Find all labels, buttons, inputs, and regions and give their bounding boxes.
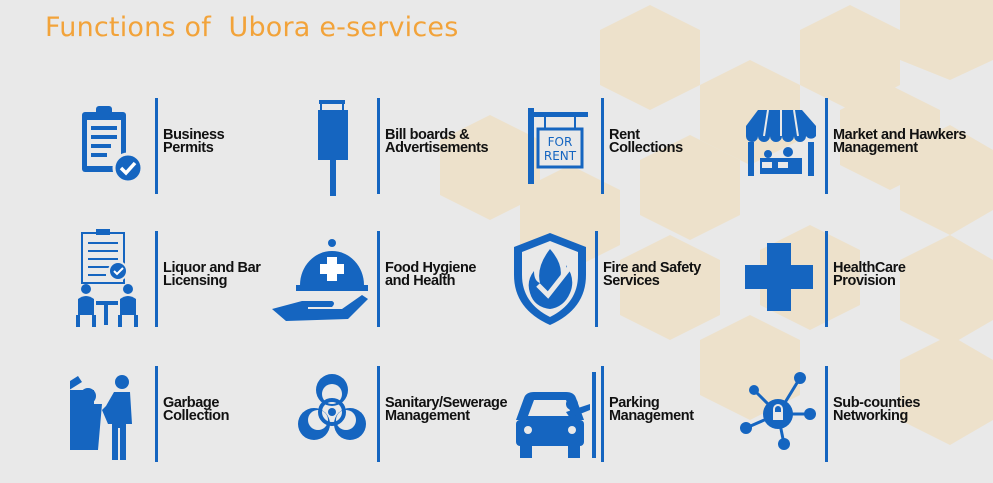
market-stall-icon [740,96,820,196]
service-item: Business Permits [70,96,295,196]
service-item: Parking Management [516,364,741,464]
service-label: HealthCare Provision [833,260,906,289]
service-item: Sub-counties Networking [740,364,965,464]
service-label: Sub-counties Networking [833,395,921,424]
divider [825,231,828,327]
service-label: Liquor and Bar Licensing [163,260,261,289]
divider [377,366,380,462]
parking-car-icon [516,364,596,464]
service-item: Bill boards & Advertisements [292,96,517,196]
service-item: FOR RENT Rent Collections [516,96,741,196]
service-item: HealthCare Provision [740,229,965,329]
service-item: Garbage Collection [44,364,295,464]
divider [595,231,598,327]
service-label: Garbage Collection [163,395,230,424]
service-label: Business Permits [163,127,225,156]
divider [825,366,828,462]
clipboard-check-icon [70,96,150,196]
sign-text-for: FOR [548,135,573,149]
divider [155,366,158,462]
divider [377,98,380,194]
divider [601,98,604,194]
service-label: Sanitary/Sewerage Management [385,395,508,424]
service-label: Parking Management [609,395,694,424]
fire-shield-icon [510,229,590,329]
garbage-bin-person-icon [44,364,150,464]
service-item: Fire and Safety Services [510,229,735,329]
service-item: Food Hygiene and Health [272,229,497,329]
service-item: Liquor and Bar Licensing [70,229,295,329]
food-cloche-icon [272,229,372,329]
divider [155,231,158,327]
divider [377,231,380,327]
service-label: Market and Hawkers Management [833,127,967,156]
sign-text-rent: RENT [544,149,577,163]
for-rent-sign-icon: FOR RENT [516,96,596,196]
billboard-icon [292,96,372,196]
page-title: Functions of Ubora e-services [45,12,459,43]
service-label: Food Hygiene and Health [385,260,477,289]
service-label: Rent Collections [609,127,683,156]
service-item: Sanitary/Sewerage Management [292,364,517,464]
meeting-document-icon [70,229,150,329]
service-item: Market and Hawkers Management [740,96,967,196]
divider [825,98,828,194]
service-label: Bill boards & Advertisements [385,127,489,156]
divider [155,98,158,194]
medical-cross-icon [740,229,820,329]
service-label: Fire and Safety Services [603,260,701,289]
network-nodes-icon [740,364,820,464]
biohazard-icon [292,364,372,464]
divider [601,366,604,462]
